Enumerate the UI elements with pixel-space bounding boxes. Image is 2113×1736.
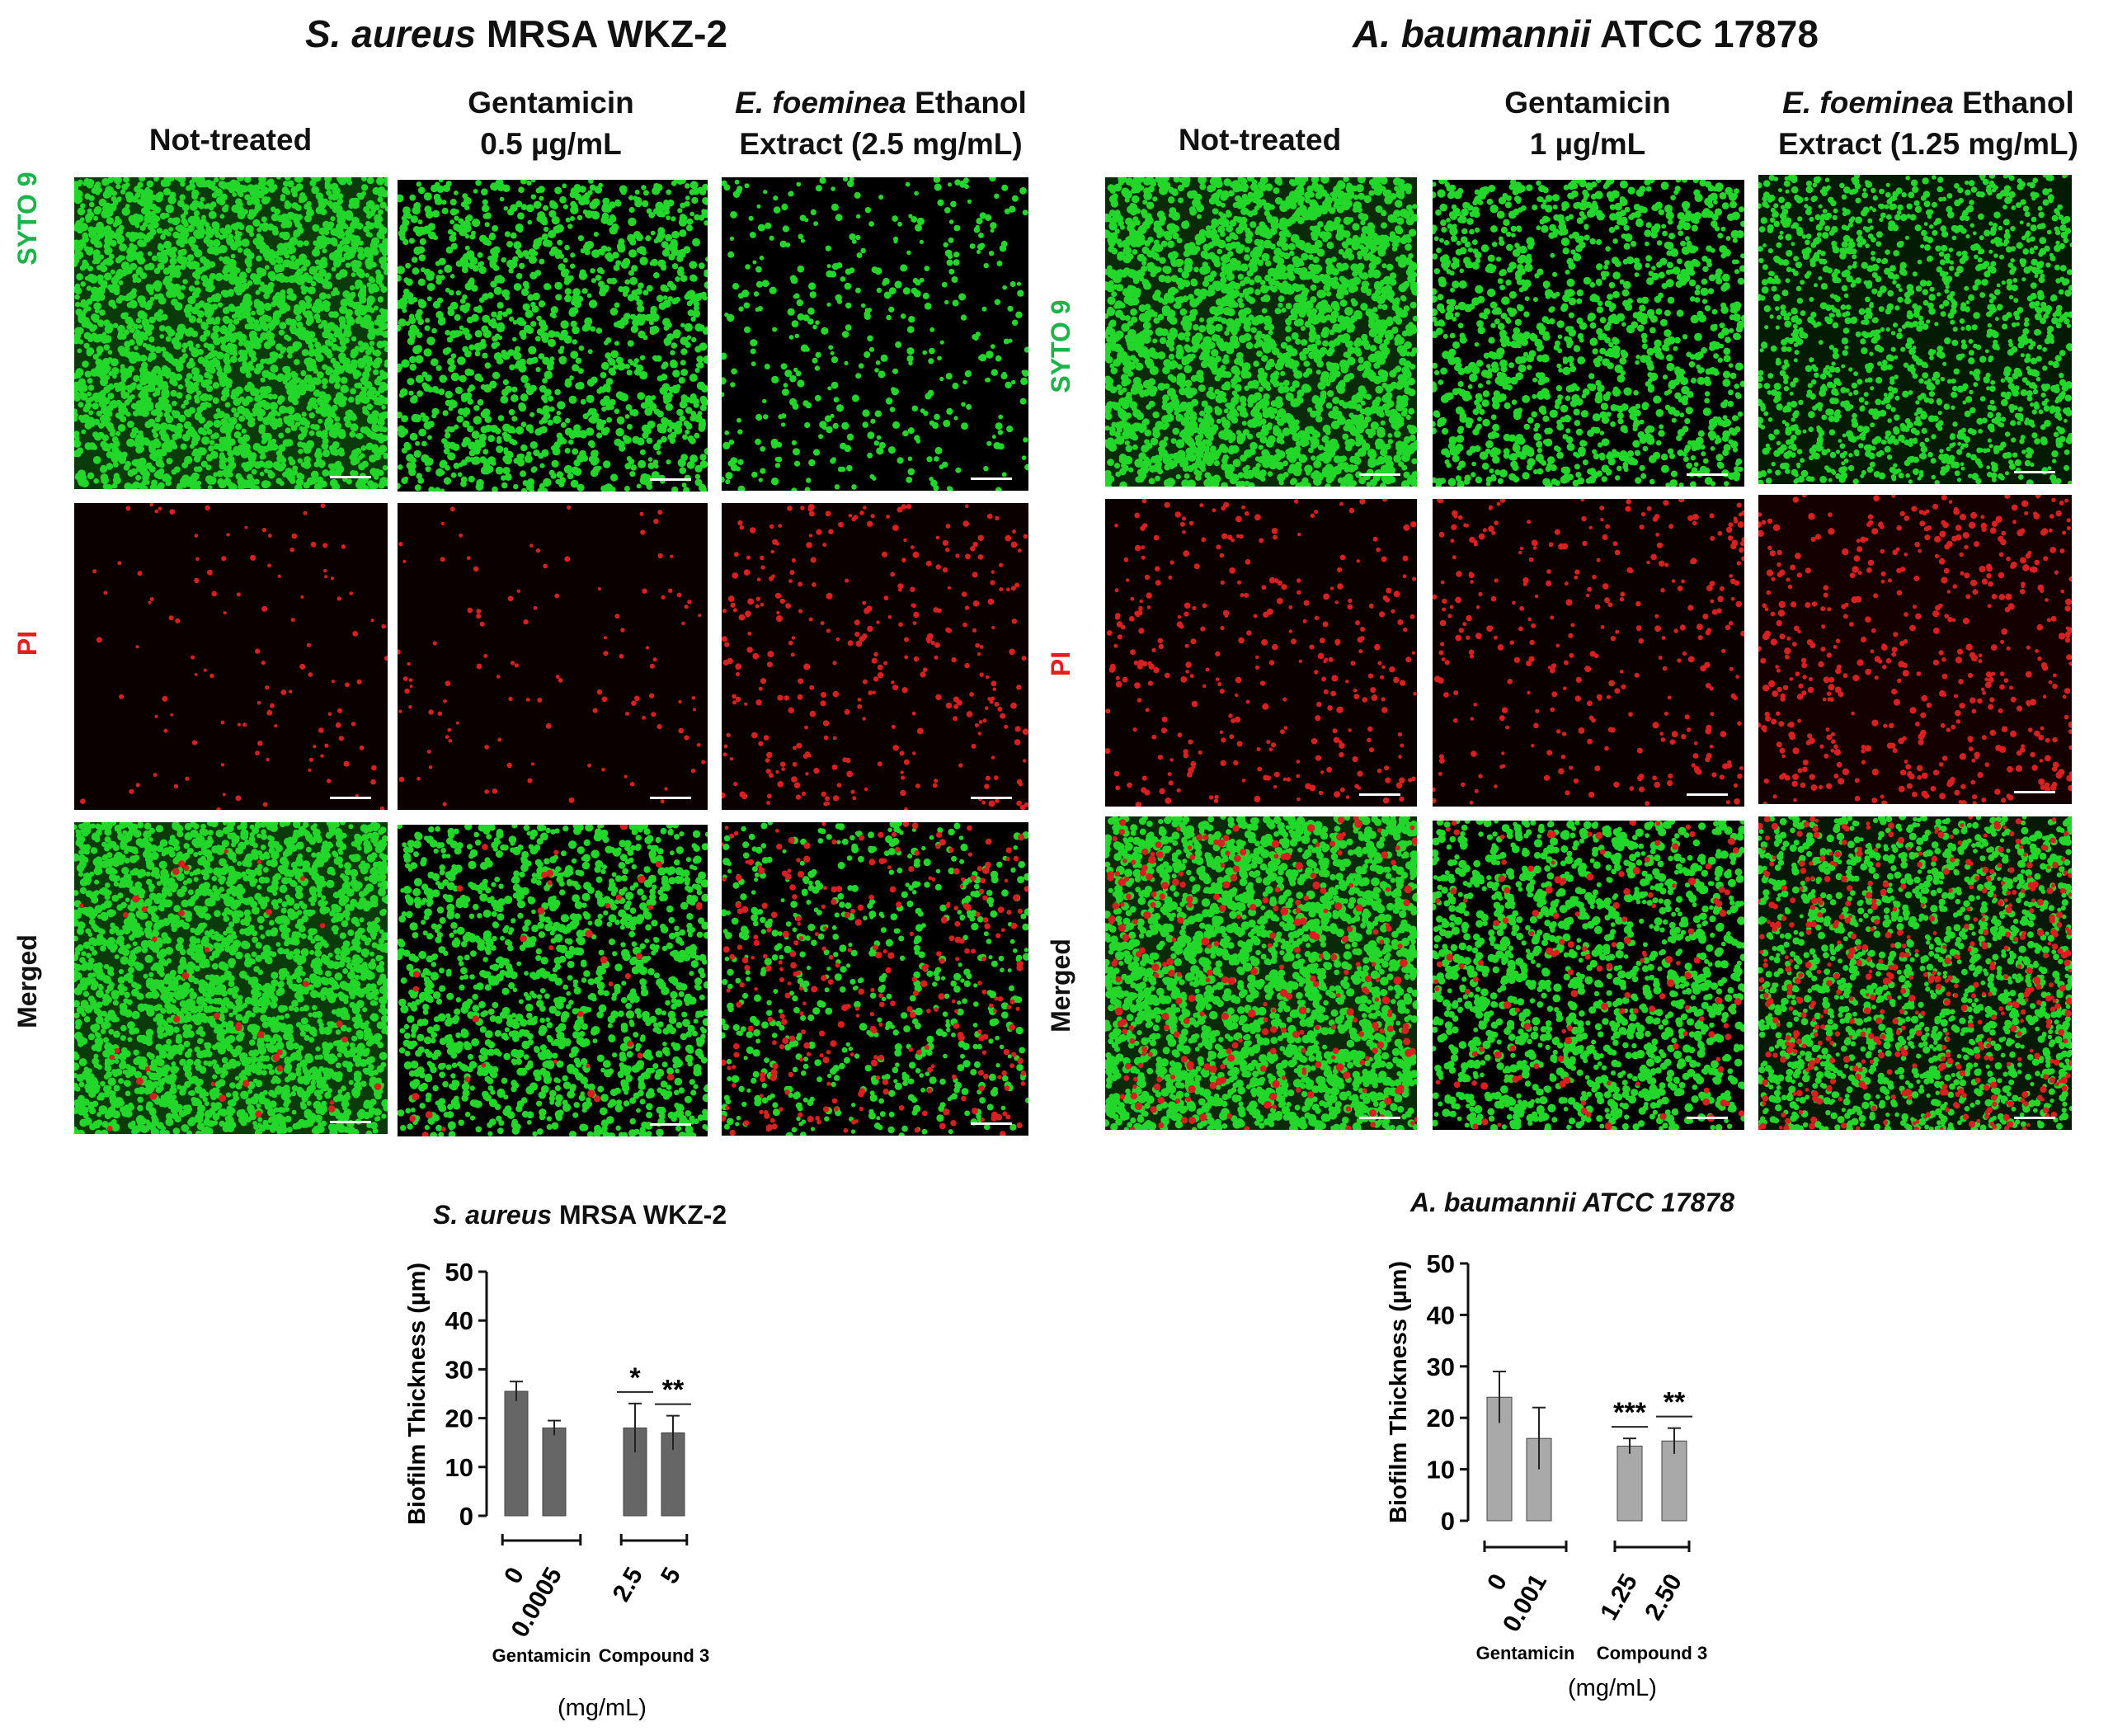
micrograph-left-pi-extract — [722, 503, 1028, 810]
y-tick-label: 10 — [1427, 1456, 1455, 1484]
x-tick-label: 2.50 — [1640, 1569, 1687, 1625]
micrograph-left-pi-gentamicin — [398, 503, 708, 810]
row-label-syto9-right: SYTO 9 — [1046, 239, 1095, 454]
y-axis-label: Biofilm Thickness (µm) — [404, 1263, 431, 1525]
chart-right-title: A. baumannii ATCC 17878 — [1410, 1188, 1734, 1218]
bar — [504, 1390, 529, 1517]
micrograph-left-merged-gentamicin — [398, 825, 708, 1136]
left-col-head-extract: E. foeminea Ethanol Extract (2.5 mg/mL) — [716, 82, 1046, 165]
left-panel-title: S. aureus MRSA WKZ-2 — [305, 12, 727, 56]
micrograph-left-pi-untreated — [74, 503, 388, 810]
y-tick-label: 40 — [1427, 1301, 1455, 1329]
micrograph-right-merged-untreated — [1105, 816, 1417, 1130]
group-label: Gentamicin — [492, 1645, 591, 1666]
row-label-merged: Merged — [12, 874, 62, 1089]
right-col-head-extract: E. foeminea Ethanol Extract (1.25 mg/mL) — [1755, 82, 2101, 165]
micrograph-left-syto9-extract — [722, 177, 1028, 491]
micrograph-right-syto9-extract — [1758, 175, 2072, 484]
micrograph-right-merged-extract — [1758, 816, 2072, 1130]
y-tick-label: 20 — [445, 1404, 473, 1433]
row-label-pi: PI — [12, 536, 62, 750]
significance-label: ** — [662, 1375, 685, 1406]
right-panel-title: A. baumannii ATCC 17878 — [1353, 12, 1819, 56]
x-unit-label: (mg/mL) — [1568, 1675, 1657, 1701]
row-label-merged-right: Merged — [1046, 878, 1095, 1093]
y-tick-label: 50 — [445, 1258, 473, 1287]
chart-left-title: S. aureus MRSA WKZ-2 — [433, 1200, 727, 1230]
y-axis-label: Biofilm Thickness (µm) — [1386, 1261, 1412, 1523]
micrograph-left-syto9-gentamicin — [398, 180, 708, 492]
x-tick-label: 2.5 — [608, 1563, 648, 1607]
y-tick-label: 0 — [459, 1502, 473, 1531]
micrograph-left-syto9-untreated — [74, 177, 388, 489]
micrograph-left-merged-untreated — [74, 822, 388, 1134]
group-label: Compound 3 — [1597, 1643, 1707, 1663]
micrograph-right-pi-extract — [1758, 495, 2072, 804]
micrograph-left-merged-extract — [722, 822, 1028, 1136]
micrograph-right-syto9-gentamicin — [1433, 180, 1744, 487]
left-col-head-gentamicin: Gentamicin 0.5 µg/mL — [394, 82, 708, 165]
micrograph-right-pi-untreated — [1105, 499, 1417, 807]
group-label: Compound 3 — [599, 1645, 709, 1666]
bar — [1617, 1446, 1643, 1522]
row-label-syto9: SYTO 9 — [12, 111, 62, 326]
left-col-head-untreated: Not-treated — [76, 120, 385, 161]
significance-label: * — [629, 1362, 641, 1394]
micrograph-right-merged-gentamicin — [1433, 821, 1744, 1130]
y-tick-label: 0 — [1441, 1507, 1455, 1536]
significance-label: *** — [1613, 1397, 1646, 1428]
y-tick-label: 20 — [1427, 1404, 1455, 1433]
right-col-head-gentamicin: Gentamicin 1 µg/mL — [1431, 82, 1744, 165]
micrograph-right-syto9-untreated — [1105, 177, 1417, 487]
x-tick-label: 5 — [656, 1563, 686, 1588]
micrograph-right-pi-gentamicin — [1433, 499, 1744, 807]
bar — [542, 1427, 567, 1517]
right-col-head-untreated: Not-treated — [1105, 120, 1414, 161]
significance-label: ** — [1664, 1387, 1686, 1418]
x-unit-label: (mg/mL) — [558, 1695, 647, 1721]
x-tick-label: 0 — [1482, 1569, 1513, 1595]
chart-left: Biofilm Thickness (µm) 0102030405000.0005… — [404, 1258, 709, 1721]
x-tick-label: 1.25 — [1595, 1569, 1643, 1625]
group-label: Gentamicin — [1476, 1643, 1575, 1663]
y-tick-label: 40 — [445, 1306, 473, 1335]
y-tick-label: 10 — [445, 1453, 473, 1482]
y-tick-label: 30 — [445, 1355, 473, 1384]
chart-right: Biofilm Thickness (µm) 0102030405000.001*… — [1386, 1249, 1707, 1701]
row-label-pi-right: PI — [1046, 557, 1095, 771]
y-tick-label: 30 — [1427, 1353, 1455, 1381]
x-tick-label: 0 — [499, 1563, 529, 1588]
y-tick-label: 50 — [1427, 1249, 1455, 1278]
